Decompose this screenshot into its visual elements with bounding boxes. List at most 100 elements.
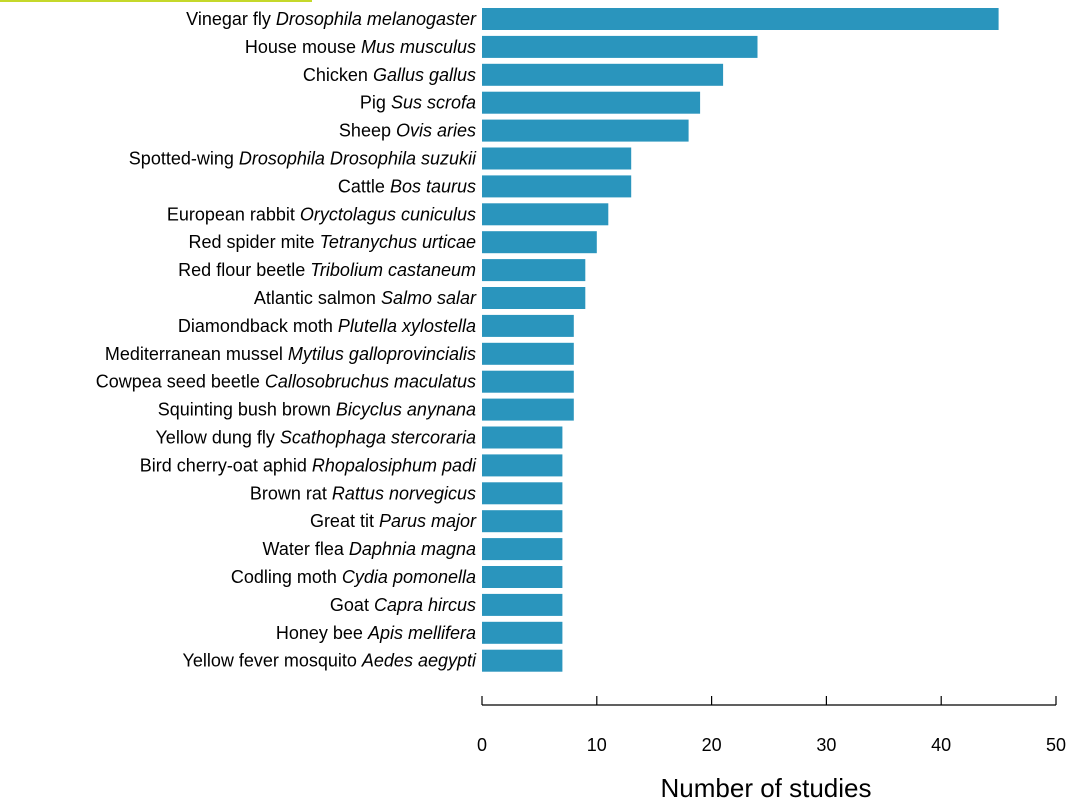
category-label-15: Squinting bush brown Bicyclus anynana [158,400,476,420]
bar-5 [482,119,689,142]
category-label-19: Great tit Parus major [310,511,477,531]
category-label-14: Cowpea seed beetle Callosobruchus macula… [96,372,476,392]
x-tick-label-3: 20 [702,735,722,755]
bar-21 [482,566,563,588]
common-name: Red spider mite [189,232,320,252]
species-name: Plutella xylostella [338,316,476,336]
top-accent-rule [0,0,312,2]
category-label-9: Red spider mite Tetranychus urticae [189,232,476,252]
x-axis: 0 10 20 30 40 50 [477,696,1066,755]
x-axis-title: Number of studies [661,773,872,803]
species-name: Bos taurus [390,176,476,196]
species-name: Aedes aegypti [361,651,477,671]
category-label-12: Diamondback moth Plutella xylostella [178,316,476,336]
species-name: Ovis aries [396,121,476,141]
category-label-21: Codling moth Cydia pomonella [231,567,476,587]
x-tick-label-1: 0 [477,735,487,755]
bar-group [482,8,999,672]
bar-14 [482,370,574,393]
common-name: Brown rat [250,483,332,503]
species-name: Drosophila melanogaster [276,9,477,29]
bar-24 [482,649,563,672]
x-tick-label-5: 40 [931,735,951,755]
bar-19 [482,510,563,533]
common-name: Great tit [310,511,379,531]
category-label-1: Vinegar fly Drosophila melanogaster [186,9,477,29]
bar-23 [482,621,563,644]
category-label-2: House mouse Mus musculus [245,37,476,57]
bar-2 [482,35,758,58]
category-label-17: Bird cherry-oat aphid Rhopalosiphum padi [140,455,477,475]
common-name: Water flea [263,539,349,559]
x-tick-label-4: 30 [816,735,836,755]
category-label-18: Brown rat Rattus norvegicus [250,483,476,503]
species-name: Apis mellifera [367,623,476,643]
common-name: Codling moth [231,567,342,587]
category-label-16: Yellow dung fly Scathophaga stercoraria [155,428,476,448]
common-name: Vinegar fly [186,9,276,29]
common-name: Spotted-wing [129,149,239,169]
bar-11 [482,287,586,309]
species-name: Oryctolagus cuniculus [300,204,476,224]
category-label-4: Pig Sus scrofa [360,93,476,113]
species-name: Rhopalosiphum padi [312,455,477,475]
x-tick-label-6: 50 [1046,735,1066,755]
common-name: Mediterranean mussel [105,344,288,364]
category-label-6: Spotted-wing Drosophila Drosophila suzuk… [129,149,477,169]
bar-17 [482,454,563,477]
bar-9 [482,231,597,254]
category-label-13: Mediterranean mussel Mytilus galloprovin… [105,344,476,364]
common-name: Honey bee [276,623,368,643]
species-name: Mus musculus [361,37,476,57]
species-name: Scathophaga stercoraria [280,428,476,448]
species-name: Daphnia magna [349,539,476,559]
species-name: Tribolium castaneum [310,260,476,280]
common-name: Diamondback moth [178,316,338,336]
category-label-10: Red flour beetle Tribolium castaneum [178,260,476,280]
species-name: Sus scrofa [391,93,476,113]
common-name: Bird cherry-oat aphid [140,455,312,475]
category-label-20: Water flea Daphnia magna [263,539,476,559]
bar-13 [482,342,574,365]
common-name: House mouse [245,37,361,57]
common-name: Yellow fever mosquito [182,651,361,671]
species-name: Capra hircus [374,595,476,615]
species-name: Gallus gallus [373,65,476,85]
bar-4 [482,91,701,114]
category-label-11: Atlantic salmon Salmo salar [254,288,477,308]
common-name: Cowpea seed beetle [96,372,265,392]
species-name: Callosobruchus maculatus [265,372,476,392]
bar-18 [482,482,563,505]
species-name: Bicyclus anynana [336,400,476,420]
category-label-24: Yellow fever mosquito Aedes aegypti [182,651,477,671]
common-name: Sheep [339,121,396,141]
category-label-23: Honey bee Apis mellifera [276,623,476,643]
category-label-8: European rabbit Oryctolagus cuniculus [167,204,476,224]
bar-1 [482,8,999,30]
bar-22 [482,593,563,616]
common-name: Chicken [303,65,373,85]
species-name: Drosophila suzukii [330,149,477,169]
species-name: Tetranychus urticae [320,232,476,252]
species-name: Cydia pomonella [342,567,476,587]
common-name: Pig [360,93,391,113]
bar-7 [482,175,632,198]
species-name: Parus major [379,511,477,531]
category-label-7: Cattle Bos taurus [338,176,476,196]
category-label-group: Vinegar fly Drosophila melanogaster House… [96,9,477,671]
bar-10 [482,259,586,282]
bar-15 [482,398,574,421]
category-label-3: Chicken Gallus gallus [303,65,476,85]
species-name: Rattus norvegicus [332,483,476,503]
common-name: European rabbit [167,204,300,224]
bar-6 [482,147,632,170]
common-name: Red flour beetle [178,260,310,280]
category-label-22: Goat Capra hircus [330,595,476,615]
category-label-5: Sheep Ovis aries [339,121,476,141]
species-name: Salmo salar [381,288,477,308]
common-name: Goat [330,595,374,615]
bar-16 [482,426,563,449]
common-name-italic: Drosophila [239,149,330,169]
bar-20 [482,538,563,561]
